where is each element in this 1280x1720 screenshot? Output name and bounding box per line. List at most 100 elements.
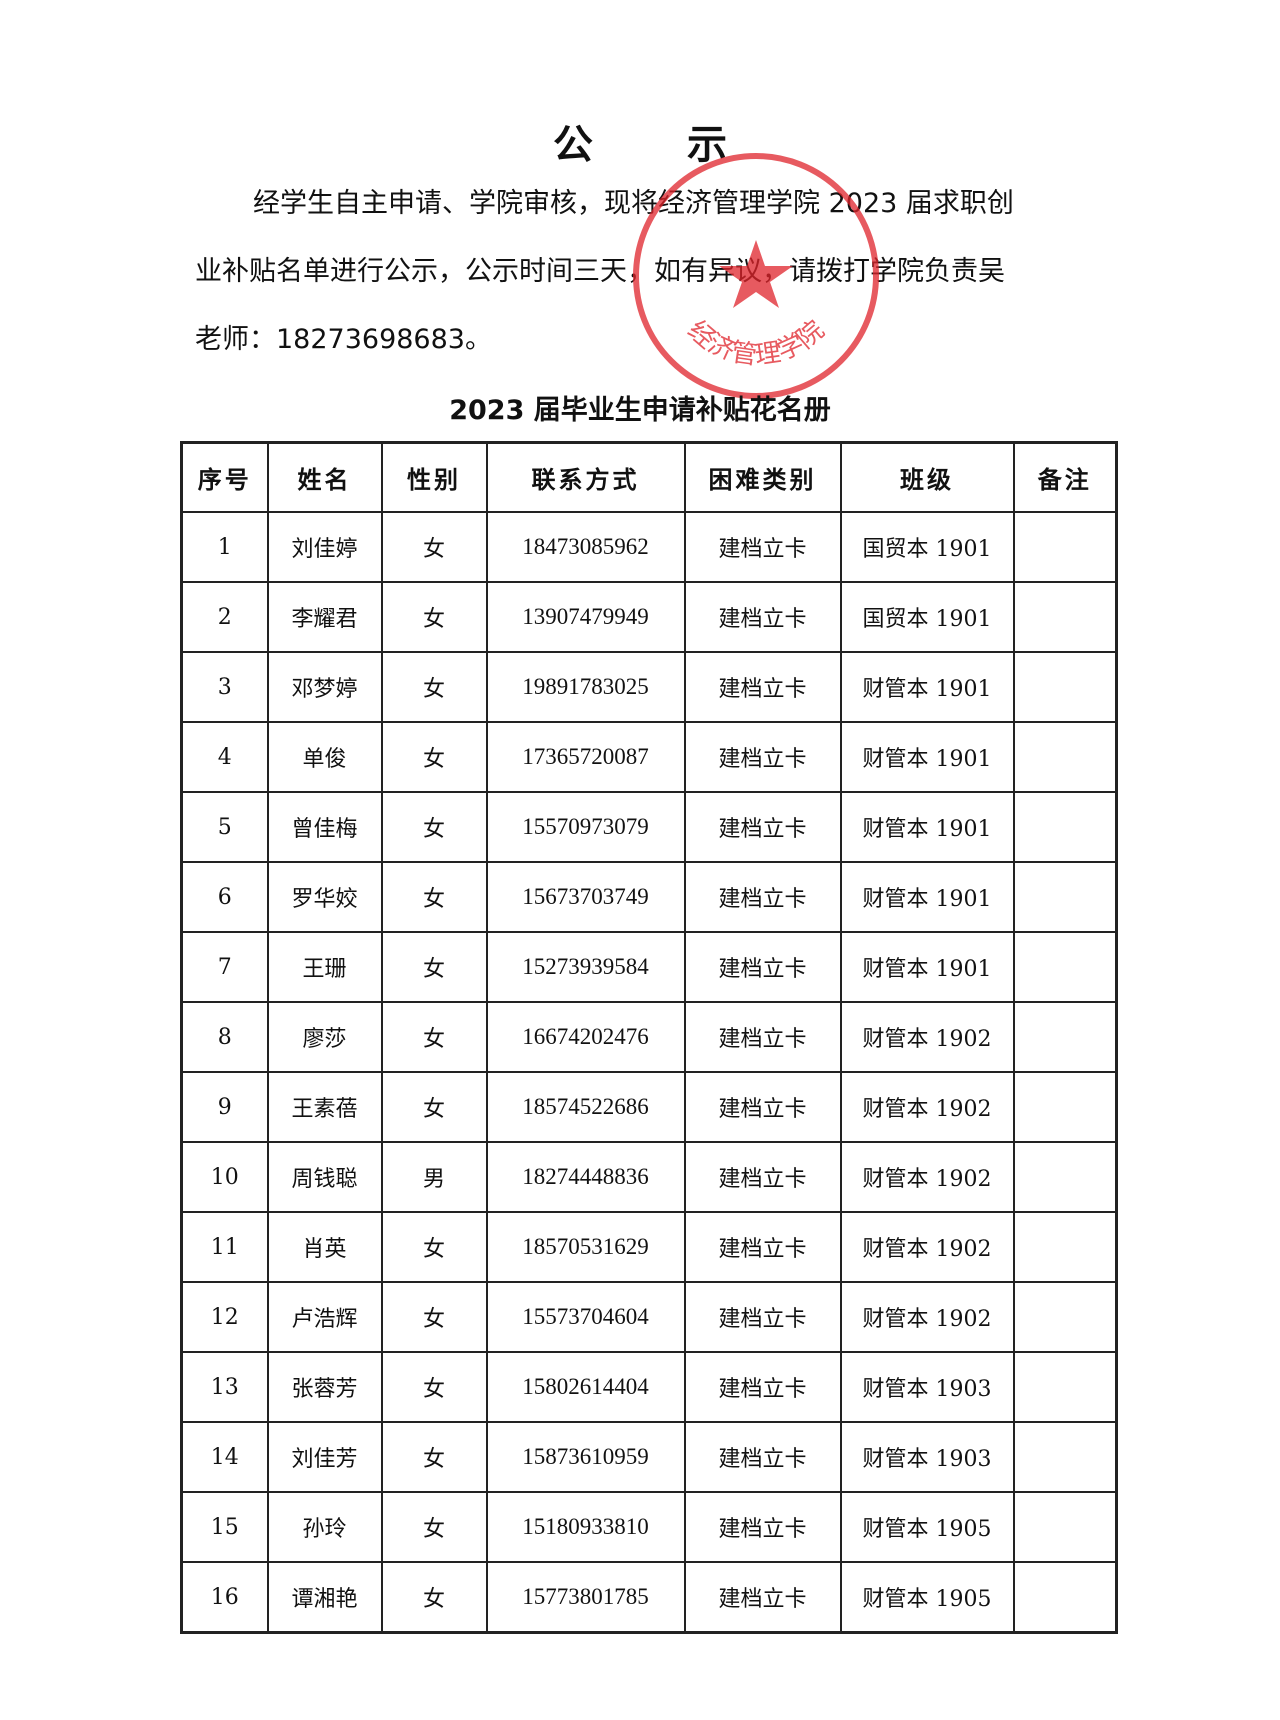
cell-hardship-type: 建档立卡	[683, 581, 842, 653]
cell-index: 14	[180, 1421, 269, 1493]
cell-gender: 女	[380, 1561, 488, 1634]
table-row: 11 肖英女 18570531629 建档立卡 财管本 1902	[180, 1211, 1118, 1283]
table-row: 7 王珊女 15273939584 建档立卡 财管本 1901	[180, 931, 1118, 1003]
cell-remarks	[1012, 1071, 1118, 1143]
cell-remarks	[1012, 651, 1118, 723]
cell-class: 财管本 1901	[839, 931, 1015, 1003]
cell-index: 7	[180, 931, 269, 1003]
cell-index: 9	[180, 1071, 269, 1143]
cell-index: 4	[180, 721, 269, 793]
cell-hardship-type: 建档立卡	[683, 1071, 842, 1143]
cell-name: 王珊	[266, 931, 383, 1003]
cell-hardship-type: 建档立卡	[683, 1561, 842, 1634]
cell-gender: 女	[380, 1281, 488, 1353]
cell-class: 财管本 1902	[839, 1071, 1015, 1143]
cell-index: 1	[180, 511, 269, 583]
cell-name: 王素蓓	[266, 1071, 383, 1143]
cell-gender: 女	[380, 1421, 488, 1493]
cell-name: 肖英	[266, 1211, 383, 1283]
cell-index: 11	[180, 1211, 269, 1283]
cell-remarks	[1012, 1491, 1118, 1563]
cell-contact: 15573704604	[485, 1281, 686, 1353]
cell-gender: 女	[380, 581, 488, 653]
cell-name: 罗华姣	[266, 861, 383, 933]
cell-gender: 女	[380, 1351, 488, 1423]
cell-remarks	[1012, 1421, 1118, 1493]
cell-hardship-type: 建档立卡	[683, 1281, 842, 1353]
cell-gender: 女	[380, 931, 488, 1003]
cell-contact: 15673703749	[485, 861, 686, 933]
cell-gender: 女	[380, 791, 488, 863]
cell-index: 13	[180, 1351, 269, 1423]
cell-name: 周钱聪	[266, 1141, 383, 1213]
cell-contact: 16674202476	[485, 1001, 686, 1073]
header-remarks: 备注	[1012, 441, 1118, 513]
header-gender: 性别	[380, 441, 488, 513]
cell-name: 邓梦婷	[266, 651, 383, 723]
header-class: 班级	[839, 441, 1015, 513]
cell-contact: 18274448836	[485, 1141, 686, 1213]
cell-hardship-type: 建档立卡	[683, 1421, 842, 1493]
notice-line: 业补贴名单进行公示，公示时间三天，如有异议，请拨打学院负责吴	[195, 256, 1005, 287]
cell-remarks	[1012, 1001, 1118, 1073]
table-header-row: 序号 姓名 性别 联系方式 困难类别 班级 备注	[180, 441, 1118, 513]
cell-contact: 15570973079	[485, 791, 686, 863]
cell-remarks	[1012, 721, 1118, 793]
cell-index: 15	[180, 1491, 269, 1563]
table-row: 13 张蓉芳女 15802614404 建档立卡 财管本 1903	[180, 1351, 1118, 1423]
table-row: 8 廖莎女 16674202476 建档立卡 财管本 1902	[180, 1001, 1118, 1073]
header-name: 姓名	[266, 441, 383, 513]
cell-remarks	[1012, 791, 1118, 863]
cell-name: 张蓉芳	[266, 1351, 383, 1423]
table-row: 6 罗华姣女 15673703749 建档立卡 财管本 1901	[180, 861, 1118, 933]
cell-gender: 女	[380, 511, 488, 583]
cell-remarks	[1012, 511, 1118, 583]
table-row: 14 刘佳芳女 15873610959 建档立卡 财管本 1903	[180, 1421, 1118, 1493]
table-title: 2023 届毕业生申请补贴花名册	[449, 395, 831, 426]
notice-body: 经学生自主申请、学院审核，现将经济管理学院 2023 届求职创 业补贴名单进行公…	[195, 170, 1095, 374]
cell-index: 2	[180, 581, 269, 653]
table-row: 9 王素蓓女 18574522686 建档立卡 财管本 1902	[180, 1071, 1118, 1143]
cell-name: 李耀君	[266, 581, 383, 653]
cell-hardship-type: 建档立卡	[683, 1491, 842, 1563]
cell-remarks	[1012, 1561, 1118, 1634]
cell-class: 财管本 1902	[839, 1141, 1015, 1213]
cell-index: 12	[180, 1281, 269, 1353]
cell-gender: 女	[380, 1001, 488, 1073]
table-row: 10 周钱聪男 18274448836 建档立卡 财管本 1902	[180, 1141, 1118, 1213]
table-row: 2 李耀君女 13907479949 建档立卡 国贸本 1901	[180, 581, 1118, 653]
table-row: 16 谭湘艳女 15773801785 建档立卡 财管本 1905	[180, 1561, 1118, 1634]
cell-hardship-type: 建档立卡	[683, 651, 842, 723]
cell-remarks	[1012, 931, 1118, 1003]
cell-name: 单俊	[266, 721, 383, 793]
cell-contact: 19891783025	[485, 651, 686, 723]
cell-contact: 13907479949	[485, 581, 686, 653]
cell-index: 16	[180, 1561, 269, 1634]
cell-class: 国贸本 1901	[839, 581, 1015, 653]
subsidy-roster-table: 序号 姓名 性别 联系方式 困难类别 班级 备注 1 刘佳婷女 18473085962 建档立卡国…	[180, 441, 1118, 1634]
cell-contact: 18574522686	[485, 1071, 686, 1143]
cell-remarks	[1012, 1281, 1118, 1353]
cell-class: 财管本 1903	[839, 1351, 1015, 1423]
header-contact: 联系方式	[485, 441, 686, 513]
cell-class: 财管本 1905	[839, 1561, 1015, 1634]
cell-class: 财管本 1901	[839, 651, 1015, 723]
cell-contact: 15273939584	[485, 931, 686, 1003]
cell-contact: 15873610959	[485, 1421, 686, 1493]
cell-class: 财管本 1905	[839, 1491, 1015, 1563]
cell-class: 财管本 1901	[839, 721, 1015, 793]
cell-hardship-type: 建档立卡	[683, 1141, 842, 1213]
cell-name: 曾佳梅	[266, 791, 383, 863]
cell-contact: 18473085962	[485, 511, 686, 583]
cell-index: 3	[180, 651, 269, 723]
cell-index: 5	[180, 791, 269, 863]
cell-class: 国贸本 1901	[839, 511, 1015, 583]
cell-hardship-type: 建档立卡	[683, 721, 842, 793]
table-row: 15 孙玲女 15180933810 建档立卡 财管本 1905	[180, 1491, 1118, 1563]
cell-hardship-type: 建档立卡	[683, 1001, 842, 1073]
cell-contact: 17365720087	[485, 721, 686, 793]
table-row: 4 单俊女 17365720087 建档立卡 财管本 1901	[180, 721, 1118, 793]
cell-gender: 男	[380, 1141, 488, 1213]
cell-class: 财管本 1902	[839, 1281, 1015, 1353]
notice-title: 公 示	[553, 121, 767, 168]
